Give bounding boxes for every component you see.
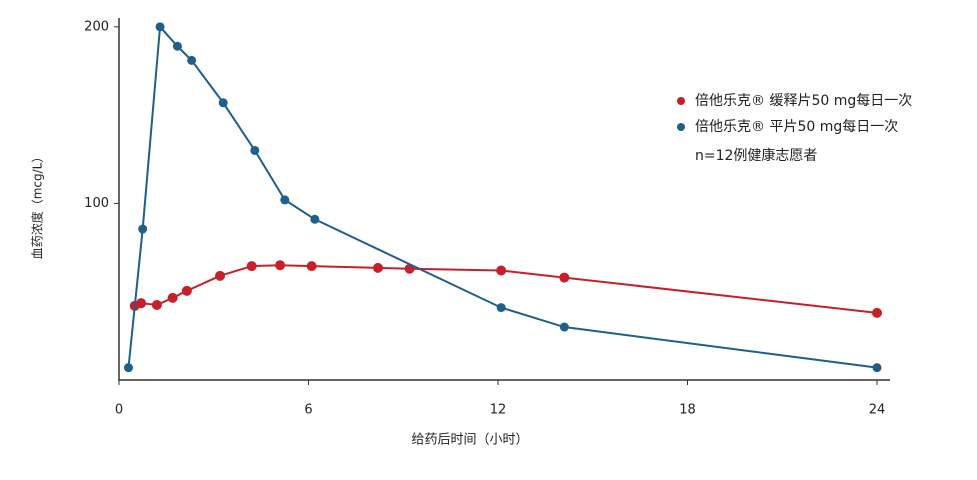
- data-point: [496, 265, 507, 276]
- data-point: [496, 303, 506, 313]
- data-point: [872, 363, 882, 373]
- data-point: [246, 261, 257, 272]
- data-point: [218, 98, 228, 108]
- y-axis-label: 血药浓度（mcg/L）: [30, 151, 45, 260]
- legend-label: 倍他乐克® 平片50 mg每日一次: [695, 119, 898, 135]
- series-line: [127, 24, 878, 369]
- data-point: [310, 214, 320, 224]
- legend-label: 倍他乐克® 缓释片50 mg每日一次: [695, 93, 912, 109]
- data-point: [187, 55, 197, 65]
- data-point: [280, 195, 290, 205]
- data-point: [872, 307, 882, 318]
- series-line: [134, 264, 878, 314]
- data-point: [559, 322, 569, 332]
- data-point: [136, 298, 147, 309]
- data-point: [275, 260, 286, 271]
- y-tick-label: 200: [84, 19, 109, 34]
- annotation: n=12例健康志愿者: [695, 147, 817, 164]
- x-axis-label: 给药后时间（小时）: [411, 433, 528, 448]
- x-tick-label: 18: [679, 403, 696, 418]
- data-point: [167, 292, 178, 303]
- data-point: [123, 363, 133, 373]
- data-point: [138, 224, 148, 234]
- data-point: [306, 261, 317, 272]
- data-point: [151, 299, 162, 310]
- x-tick-label: 12: [490, 403, 507, 418]
- data-point: [181, 285, 192, 296]
- data-point: [155, 22, 165, 32]
- legend-marker: [677, 123, 685, 131]
- data-point: [215, 270, 226, 281]
- data-point: [372, 262, 383, 273]
- x-tick-label: 6: [304, 403, 312, 418]
- data-point: [172, 41, 182, 51]
- legend-marker: [677, 97, 685, 105]
- y-tick-label: 100: [84, 196, 109, 211]
- x-tick-label: 24: [869, 403, 886, 418]
- data-point: [250, 145, 260, 155]
- x-tick-label: 0: [115, 403, 123, 418]
- data-point: [559, 272, 570, 283]
